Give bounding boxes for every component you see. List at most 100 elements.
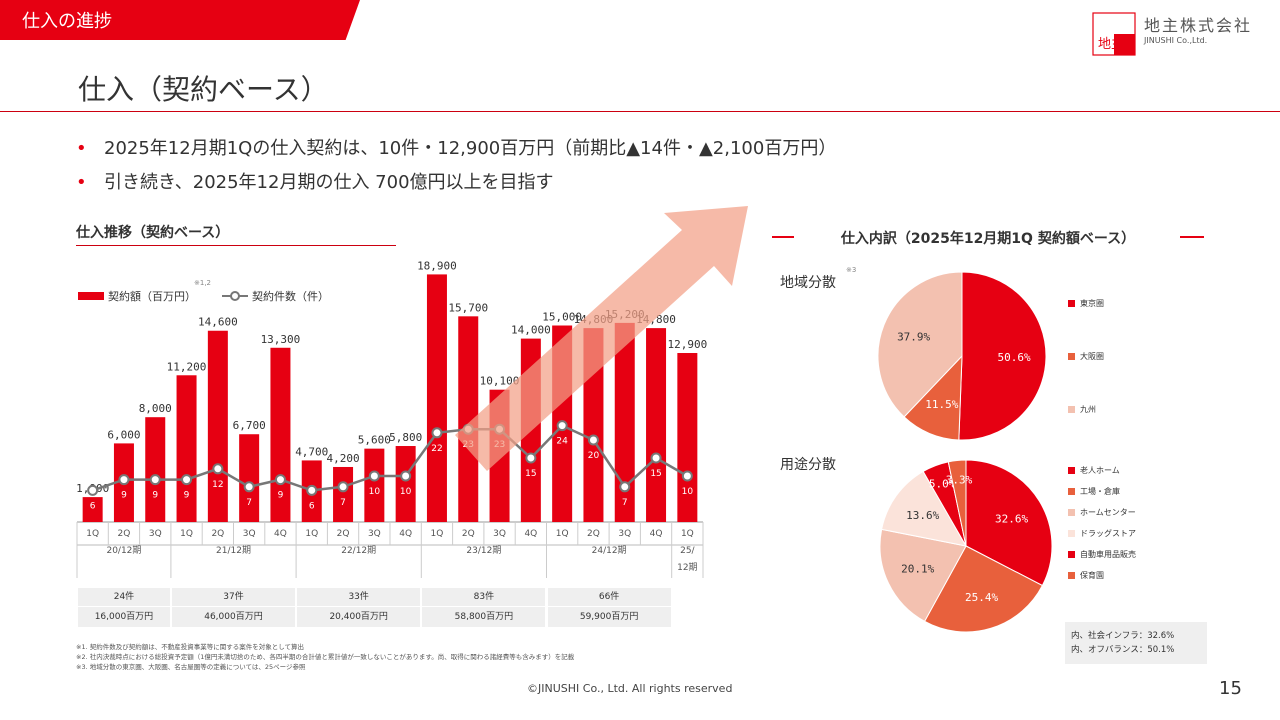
count-label: 12 — [212, 480, 223, 490]
legend-swatch — [1068, 353, 1075, 360]
count-point — [118, 474, 130, 486]
total-count: 83件 — [422, 588, 546, 606]
total-amount: 20,400百万円 — [297, 607, 421, 627]
pie-value-label: 5.0% — [929, 477, 956, 490]
count-label: 15 — [650, 469, 661, 479]
tick-label: 2Q — [462, 529, 475, 539]
info-box: 内、社会インフラ：32.6% 内、オフバランス：50.1% — [1065, 622, 1207, 664]
pie-value-label: 37.9% — [897, 331, 930, 344]
trend-arrow-icon — [455, 206, 748, 471]
pie-legend-item: ホームセンター — [1068, 507, 1136, 518]
bar-value-label: 5,800 — [389, 431, 422, 444]
company-name-en: JINUSHI Co.,Ltd. — [1144, 36, 1208, 45]
total-amount: 46,000百万円 — [171, 607, 296, 627]
pie-value-label: 20.1% — [901, 563, 934, 576]
tick-label: 4Q — [274, 529, 287, 539]
bullet-list: • 2025年12月期1Qの仕入契約は、10件・12,900百万円（前期比▲14件… — [76, 136, 836, 204]
legend-swatch — [1068, 467, 1075, 474]
section-tab-label: 仕入の進捗 — [22, 11, 112, 32]
count-label: 6 — [309, 501, 315, 511]
legend-label: 大阪圏 — [1080, 352, 1104, 361]
pie-value-label: 25.4% — [965, 591, 998, 604]
tick-label: 1Q — [180, 529, 193, 539]
count-label: 7 — [340, 498, 346, 508]
count-point — [87, 484, 99, 496]
total-count: 66件 — [547, 588, 671, 606]
count-label: 22 — [431, 444, 442, 454]
legend-line-label: 契約件数（件） — [252, 290, 329, 303]
bullet-dot-icon: • — [76, 172, 87, 193]
pie-slice — [881, 470, 967, 547]
count-label: 7 — [246, 498, 252, 508]
count-point — [368, 470, 380, 482]
count-label: 10 — [369, 487, 381, 497]
bar — [176, 375, 197, 522]
title-dash-left — [772, 236, 794, 238]
pie-legend-item: 自動車用品販売 — [1068, 549, 1136, 560]
count-point — [681, 470, 693, 482]
bar — [207, 330, 228, 522]
legend-label: 自動車用品販売 — [1080, 550, 1136, 559]
count-label: 9 — [278, 491, 284, 501]
tick-label: 1Q — [556, 529, 569, 539]
tick-label: 3Q — [243, 529, 256, 539]
count-point — [306, 484, 318, 496]
tick-label: 2Q — [337, 529, 350, 539]
bar-value-label: 15,700 — [448, 301, 488, 314]
pie-legend-item: 保育園 — [1068, 570, 1104, 581]
bar — [614, 322, 635, 522]
count-label: 9 — [152, 491, 158, 501]
footnote: ※2. 社内決裁時点における総投資予定額（1億円未満切捨のため、各四半期の合計値… — [76, 653, 575, 661]
bar — [677, 353, 698, 522]
count-point — [212, 463, 224, 475]
legend-swatch — [1068, 530, 1075, 537]
tick-label: 3Q — [493, 529, 506, 539]
count-point — [243, 481, 255, 493]
period-label: 25/ — [680, 546, 695, 556]
svg-text:地主: 地主 — [1098, 37, 1124, 52]
bar-value-label: 14,600 — [198, 316, 238, 329]
bar-value-label: 10,100 — [480, 375, 520, 388]
pie-value-label: 3.3% — [946, 473, 973, 486]
total-count: 37件 — [171, 588, 296, 606]
company-name: 地主株式会社 — [1144, 16, 1253, 35]
legend-label: 工場・倉庫 — [1080, 487, 1120, 496]
legend-label: 保育園 — [1080, 571, 1104, 580]
count-point — [556, 420, 568, 432]
tick-label: 2Q — [211, 529, 224, 539]
tick-label: 2Q — [587, 529, 600, 539]
tick-label: 1Q — [86, 529, 99, 539]
legend-label: 老人ホーム — [1080, 466, 1120, 475]
pie-slice — [958, 271, 1047, 441]
tick-label: 3Q — [149, 529, 162, 539]
title-divider — [0, 111, 1280, 112]
period-label: 21/12期 — [216, 545, 251, 556]
pie-value-label: 50.6% — [998, 351, 1031, 364]
footnotes: ※1. 契約件数及び契約額は、不動産投資事業等に関する案件を対象として算出 ※2… — [76, 642, 574, 672]
tick-label: 4Q — [650, 529, 663, 539]
period-label: 24/12期 — [592, 545, 627, 556]
pie-value-label: 11.5% — [925, 398, 958, 411]
pie-slice — [965, 459, 1053, 587]
legend-swatch — [1068, 300, 1075, 307]
tick-label: 3Q — [368, 529, 381, 539]
count-label: 10 — [682, 487, 694, 497]
bar — [426, 274, 447, 522]
pie-legend-item: 工場・倉庫 — [1068, 486, 1120, 497]
pie-legend-item: 大阪圏 — [1068, 351, 1104, 362]
count-label: 10 — [400, 487, 412, 497]
tick-label: 4Q — [399, 529, 412, 539]
total-amount: 59,900百万円 — [547, 607, 671, 627]
legend-bar-label: 契約額（百万円） — [108, 290, 196, 303]
count-label: 20 — [588, 451, 600, 461]
bar — [145, 417, 166, 522]
legend-dot-icon — [230, 291, 240, 301]
total-amount: 58,800百万円 — [422, 607, 546, 627]
count-label: 24 — [556, 437, 568, 447]
period-label: 20/12期 — [106, 545, 141, 556]
count-point — [337, 481, 349, 493]
page-number: 15 — [1219, 678, 1242, 699]
tick-label: 3Q — [618, 529, 631, 539]
bar-value-label: 6,000 — [107, 428, 140, 441]
tick-label: 1Q — [305, 529, 318, 539]
